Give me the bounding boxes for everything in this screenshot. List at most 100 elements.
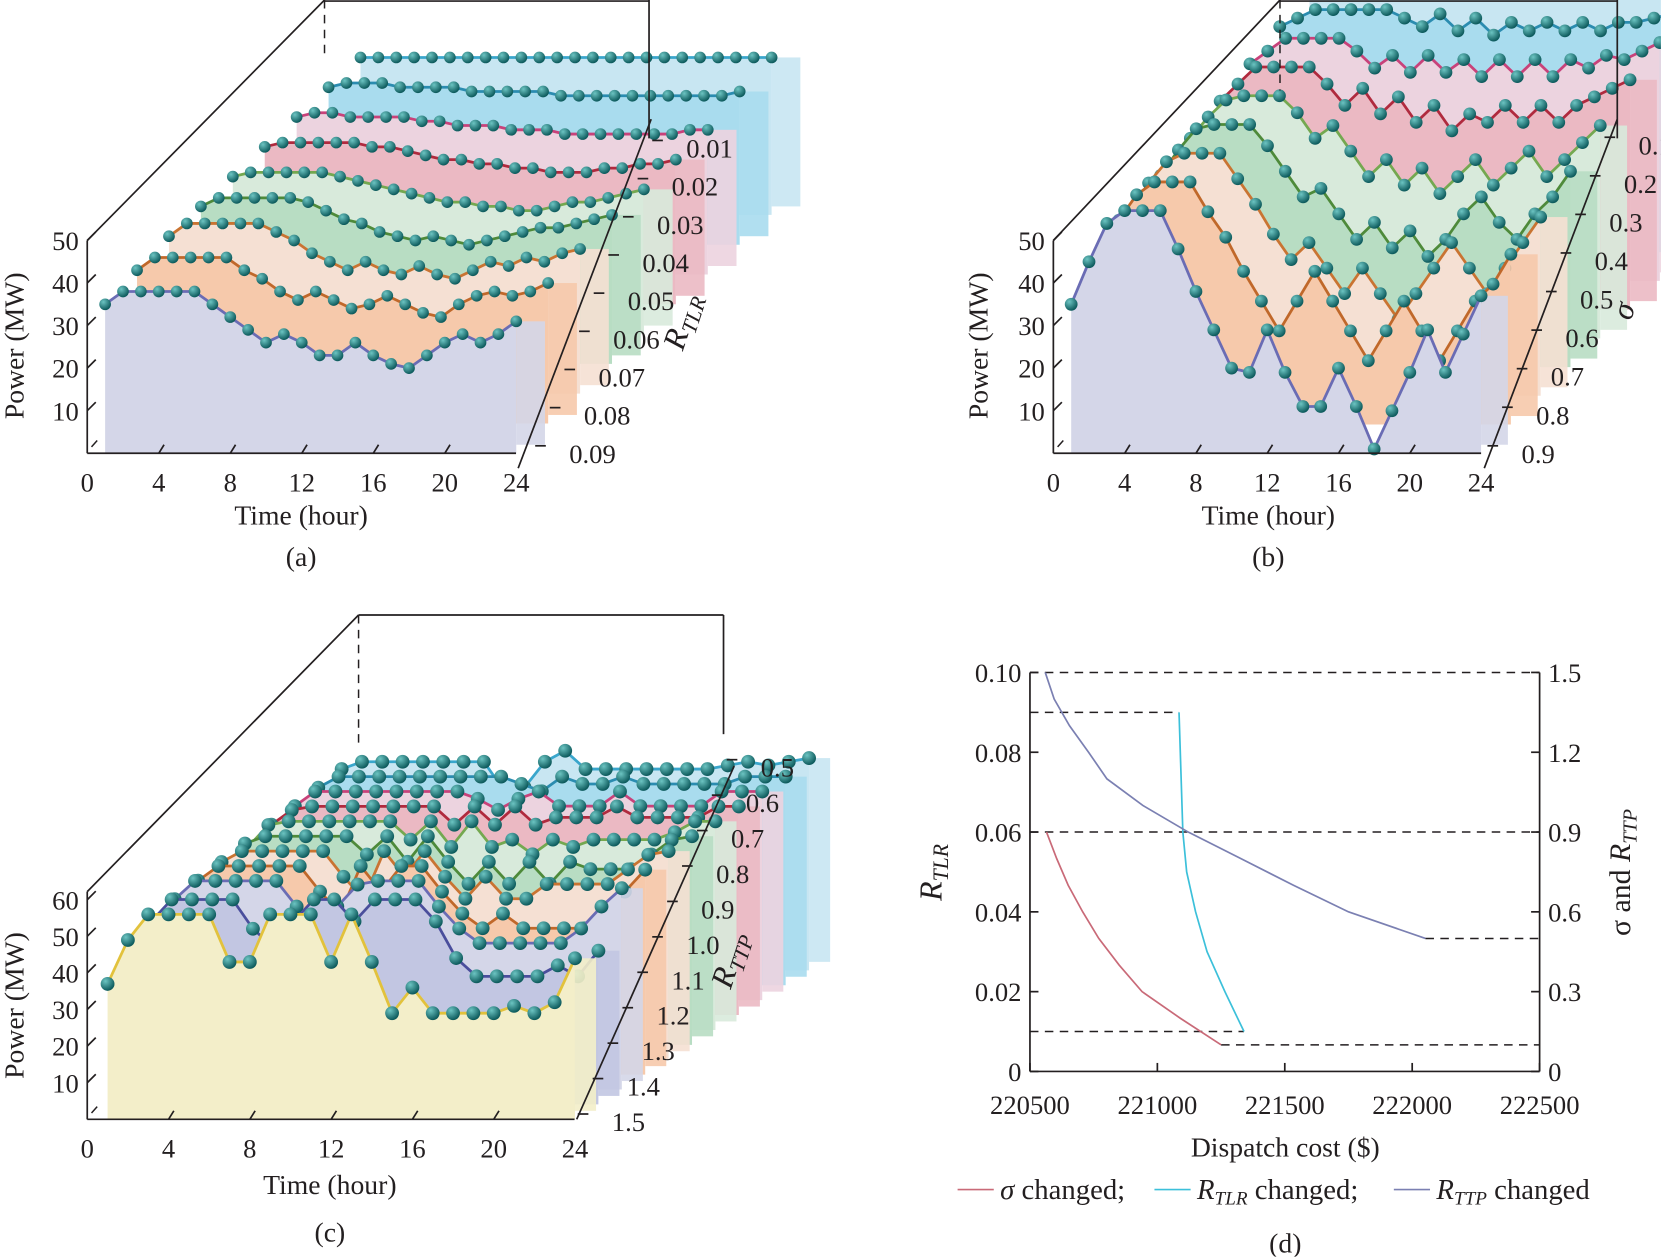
data-point xyxy=(413,260,426,272)
data-point xyxy=(1302,236,1316,249)
data-point xyxy=(1326,119,1340,132)
axis-dashed-line xyxy=(90,435,102,448)
data-point xyxy=(652,158,664,170)
right-axis-title-prefix: σ and xyxy=(1604,862,1637,936)
data-point xyxy=(456,754,471,769)
data-point xyxy=(385,1006,399,1021)
data-point xyxy=(1397,178,1411,192)
y-tick-mark xyxy=(86,1037,97,1047)
data-point xyxy=(510,969,525,984)
data-point xyxy=(530,204,543,217)
y-tick-label: 40 xyxy=(52,958,79,988)
data-point xyxy=(487,119,500,132)
y-right-tick-label: 0.3 xyxy=(1548,977,1581,1007)
data-point xyxy=(499,891,513,906)
data-point xyxy=(600,877,615,891)
data-point xyxy=(1391,90,1405,104)
series-side-face xyxy=(1570,171,1598,359)
data-point xyxy=(427,230,440,243)
y-tick-label: 10 xyxy=(52,1068,79,1098)
data-point xyxy=(344,907,359,922)
data-point xyxy=(1564,164,1577,178)
data-point xyxy=(461,876,476,891)
data-point xyxy=(344,111,357,123)
data-point xyxy=(515,51,528,64)
z-tick-label: 1.5 xyxy=(612,1107,645,1137)
data-point xyxy=(446,1006,460,1021)
data-point xyxy=(1493,53,1506,66)
data-point xyxy=(560,877,574,891)
data-point xyxy=(323,255,336,268)
data-point xyxy=(1486,277,1500,291)
data-point xyxy=(322,814,337,829)
data-point xyxy=(661,844,676,859)
data-point xyxy=(1469,11,1483,25)
data-point xyxy=(509,162,521,174)
data-point xyxy=(1308,264,1322,278)
data-point xyxy=(616,162,629,174)
data-point xyxy=(298,166,311,179)
y-axis-title: Power (MW) xyxy=(962,272,993,419)
data-point xyxy=(1237,89,1251,103)
y-tick-label: 20 xyxy=(52,354,79,384)
series-side-face xyxy=(692,836,714,1037)
data-point xyxy=(514,777,529,791)
legend-subscript: TTP xyxy=(1454,1188,1487,1209)
data-point xyxy=(1487,28,1500,42)
data-point xyxy=(486,1006,501,1021)
data-point xyxy=(266,192,279,204)
data-point xyxy=(638,183,650,196)
data-point xyxy=(542,277,555,289)
series-side-face xyxy=(739,91,769,237)
data-point xyxy=(394,81,406,94)
data-point xyxy=(1386,48,1399,62)
data-point xyxy=(595,777,610,791)
data-point xyxy=(755,784,770,799)
data-point xyxy=(507,998,521,1013)
z-tick-label: 1.1 xyxy=(671,965,704,995)
data-point xyxy=(519,85,532,98)
data-point xyxy=(288,234,300,247)
data-point xyxy=(99,298,111,311)
data-point xyxy=(309,285,322,298)
y-tick-mark xyxy=(86,401,97,412)
data-point xyxy=(569,810,584,825)
data-point xyxy=(528,817,543,832)
x-tick-label: 12 xyxy=(318,1134,345,1164)
data-point xyxy=(1254,294,1268,308)
x-tick-mark xyxy=(249,1110,256,1120)
data-point xyxy=(598,162,611,174)
data-point xyxy=(1451,24,1465,38)
data-point xyxy=(1403,366,1417,379)
series-line-1 xyxy=(1178,712,1245,1032)
data-point xyxy=(700,762,715,776)
data-point xyxy=(1314,400,1328,413)
data-point xyxy=(1350,44,1364,58)
data-point xyxy=(556,247,569,260)
z-tick-label: 0.5 xyxy=(761,753,794,783)
z-tick-label: 0.07 xyxy=(599,362,646,392)
series-side-face xyxy=(598,950,620,1096)
data-point xyxy=(633,799,648,814)
data-point xyxy=(547,995,562,1010)
data-point xyxy=(366,140,378,153)
data-point xyxy=(380,829,395,844)
data-point xyxy=(406,799,421,814)
data-point xyxy=(327,892,342,907)
data-point xyxy=(366,799,380,814)
series-side-face xyxy=(645,869,667,1067)
x-tick-label: 222000 xyxy=(1372,1090,1452,1120)
data-point xyxy=(367,349,380,362)
right-axis-title-symbol: R xyxy=(1604,844,1637,863)
data-point xyxy=(1207,323,1221,337)
data-point xyxy=(583,862,598,877)
data-point xyxy=(550,958,565,973)
data-point xyxy=(592,799,607,814)
data-point xyxy=(435,311,447,323)
data-point xyxy=(580,877,595,891)
data-point xyxy=(555,89,567,102)
axis-line xyxy=(575,765,735,1120)
x-tick-mark xyxy=(1266,444,1274,454)
series-side-face xyxy=(762,791,784,992)
